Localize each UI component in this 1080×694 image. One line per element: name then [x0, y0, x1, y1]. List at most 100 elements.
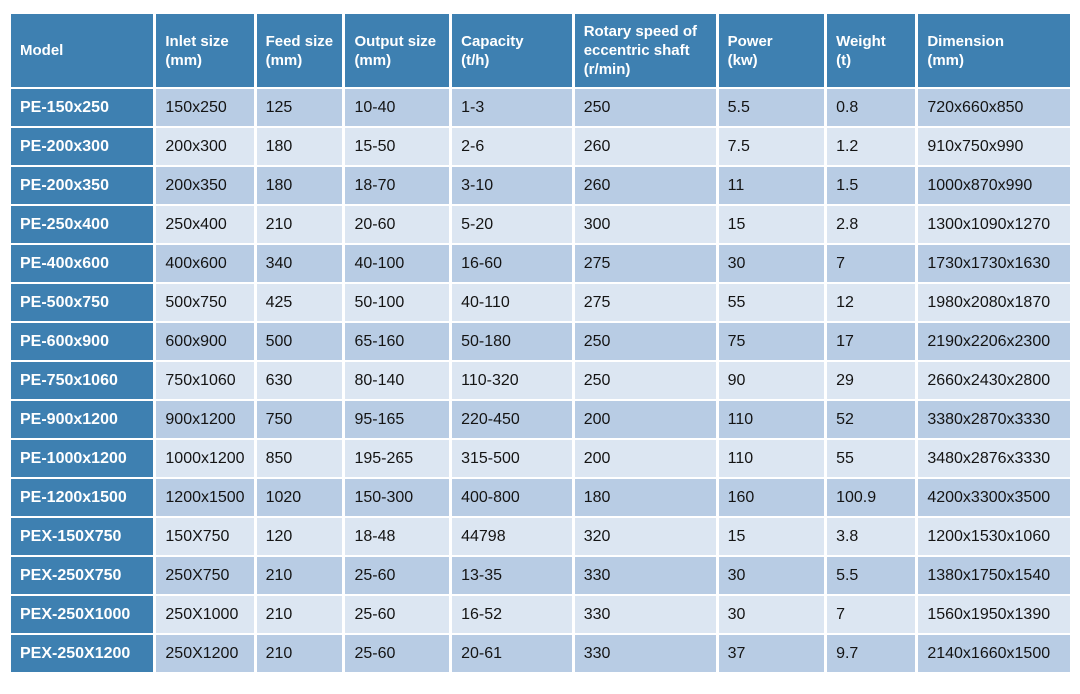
- value-cell-power: 30: [718, 596, 825, 633]
- value-cell-power: 5.5: [718, 89, 825, 126]
- value-cell-rotary-speed: 275: [574, 284, 716, 321]
- header-row: Model Inlet size (mm) Feed size (mm) Output…: [11, 14, 1070, 87]
- value-cell-output-size: 40-100: [345, 245, 450, 282]
- value-cell-feed-size: 630: [256, 362, 343, 399]
- value-cell-feed-size: 750: [256, 401, 343, 438]
- table-row: PE-400x600 400x600 340 40-100 16-60 275 30 7 173…: [11, 245, 1070, 282]
- value-cell-dimension: 3380x2870x3330: [918, 401, 1070, 438]
- model-cell: PEX-250X1000: [11, 596, 154, 633]
- value-cell-inlet-size: 250x400: [156, 206, 254, 243]
- table-row: PEX-250X1000 250X1000 210 25-60 16-52 330 30 7 1…: [11, 596, 1070, 633]
- value-cell-capacity: 110-320: [452, 362, 572, 399]
- value-cell-power: 90: [718, 362, 825, 399]
- value-cell-output-size: 25-60: [345, 596, 450, 633]
- value-cell-power: 110: [718, 440, 825, 477]
- value-cell-inlet-size: 250X750: [156, 557, 254, 594]
- value-cell-capacity: 220-450: [452, 401, 572, 438]
- model-cell: PE-900x1200: [11, 401, 154, 438]
- value-cell-power: 30: [718, 557, 825, 594]
- value-cell-inlet-size: 500x750: [156, 284, 254, 321]
- value-cell-dimension: 1300x1090x1270: [918, 206, 1070, 243]
- value-cell-weight: 7: [827, 596, 916, 633]
- value-cell-dimension: 3480x2876x3330: [918, 440, 1070, 477]
- value-cell-rotary-speed: 330: [574, 635, 716, 672]
- value-cell-dimension: 4200x3300x3500: [918, 479, 1070, 516]
- value-cell-rotary-speed: 200: [574, 401, 716, 438]
- value-cell-capacity: 5-20: [452, 206, 572, 243]
- value-cell-output-size: 10-40: [345, 89, 450, 126]
- value-cell-capacity: 50-180: [452, 323, 572, 360]
- model-cell: PE-600x900: [11, 323, 154, 360]
- value-cell-rotary-speed: 330: [574, 557, 716, 594]
- value-cell-weight: 29: [827, 362, 916, 399]
- value-cell-weight: 5.5: [827, 557, 916, 594]
- value-cell-capacity: 40-110: [452, 284, 572, 321]
- value-cell-power: 75: [718, 323, 825, 360]
- value-cell-feed-size: 425: [256, 284, 343, 321]
- model-cell: PEX-250X750: [11, 557, 154, 594]
- crusher-spec-table: Model Inlet size (mm) Feed size (mm) Output…: [8, 12, 1073, 674]
- table-row: PE-150x250 150x250 125 10-40 1-3 250 5.5 0.8 720…: [11, 89, 1070, 126]
- value-cell-inlet-size: 400x600: [156, 245, 254, 282]
- value-cell-dimension: 1000x870x990: [918, 167, 1070, 204]
- value-cell-output-size: 65-160: [345, 323, 450, 360]
- value-cell-power: 30: [718, 245, 825, 282]
- model-cell: PE-500x750: [11, 284, 154, 321]
- value-cell-inlet-size: 1200x1500: [156, 479, 254, 516]
- value-cell-rotary-speed: 260: [574, 167, 716, 204]
- value-cell-feed-size: 210: [256, 596, 343, 633]
- column-header-capacity: Capacity (t/h): [452, 14, 572, 87]
- column-header-output-size: Output size (mm): [345, 14, 450, 87]
- value-cell-rotary-speed: 180: [574, 479, 716, 516]
- model-cell: PE-1200x1500: [11, 479, 154, 516]
- value-cell-output-size: 20-60: [345, 206, 450, 243]
- table-row: PE-600x900 600x900 500 65-160 50-180 250 75 17 2…: [11, 323, 1070, 360]
- value-cell-power: 7.5: [718, 128, 825, 165]
- value-cell-dimension: 910x750x990: [918, 128, 1070, 165]
- value-cell-inlet-size: 1000x1200: [156, 440, 254, 477]
- table-row: PE-200x300 200x300 180 15-50 2-6 260 7.5 1.2 910…: [11, 128, 1070, 165]
- value-cell-output-size: 95-165: [345, 401, 450, 438]
- value-cell-inlet-size: 150X750: [156, 518, 254, 555]
- column-header-feed-size: Feed size (mm): [256, 14, 343, 87]
- value-cell-capacity: 16-60: [452, 245, 572, 282]
- value-cell-inlet-size: 600x900: [156, 323, 254, 360]
- value-cell-dimension: 2660x2430x2800: [918, 362, 1070, 399]
- value-cell-inlet-size: 250X1000: [156, 596, 254, 633]
- value-cell-weight: 0.8: [827, 89, 916, 126]
- value-cell-feed-size: 210: [256, 635, 343, 672]
- value-cell-rotary-speed: 200: [574, 440, 716, 477]
- value-cell-dimension: 1200x1530x1060: [918, 518, 1070, 555]
- value-cell-feed-size: 125: [256, 89, 343, 126]
- table-body: PE-150x250 150x250 125 10-40 1-3 250 5.5 0.8 720…: [11, 89, 1070, 672]
- value-cell-capacity: 315-500: [452, 440, 572, 477]
- value-cell-capacity: 16-52: [452, 596, 572, 633]
- value-cell-weight: 1.2: [827, 128, 916, 165]
- value-cell-weight: 9.7: [827, 635, 916, 672]
- value-cell-capacity: 3-10: [452, 167, 572, 204]
- value-cell-power: 15: [718, 206, 825, 243]
- value-cell-rotary-speed: 250: [574, 89, 716, 126]
- value-cell-capacity: 13-35: [452, 557, 572, 594]
- table-row: PE-1200x1500 1200x1500 1020 150-300 400-800 1…: [11, 479, 1070, 516]
- value-cell-capacity: 1-3: [452, 89, 572, 126]
- value-cell-rotary-speed: 320: [574, 518, 716, 555]
- value-cell-weight: 3.8: [827, 518, 916, 555]
- model-cell: PEX-150X750: [11, 518, 154, 555]
- column-header-dimension: Dimension (mm): [918, 14, 1070, 87]
- value-cell-rotary-speed: 260: [574, 128, 716, 165]
- value-cell-inlet-size: 900x1200: [156, 401, 254, 438]
- value-cell-dimension: 1560x1950x1390: [918, 596, 1070, 633]
- model-cell: PE-150x250: [11, 89, 154, 126]
- value-cell-power: 110: [718, 401, 825, 438]
- value-cell-weight: 1.5: [827, 167, 916, 204]
- value-cell-dimension: 1730x1730x1630: [918, 245, 1070, 282]
- value-cell-feed-size: 180: [256, 128, 343, 165]
- value-cell-feed-size: 210: [256, 557, 343, 594]
- value-cell-feed-size: 1020: [256, 479, 343, 516]
- table-row: PEX-150X750 150X750 120 18-48 44798 320 15 3.8 1…: [11, 518, 1070, 555]
- column-header-weight: Weight (t): [827, 14, 916, 87]
- value-cell-inlet-size: 250X1200: [156, 635, 254, 672]
- table-row: PEX-250X1200 250X1200 210 25-60 20-61 330 37 9.…: [11, 635, 1070, 672]
- value-cell-weight: 55: [827, 440, 916, 477]
